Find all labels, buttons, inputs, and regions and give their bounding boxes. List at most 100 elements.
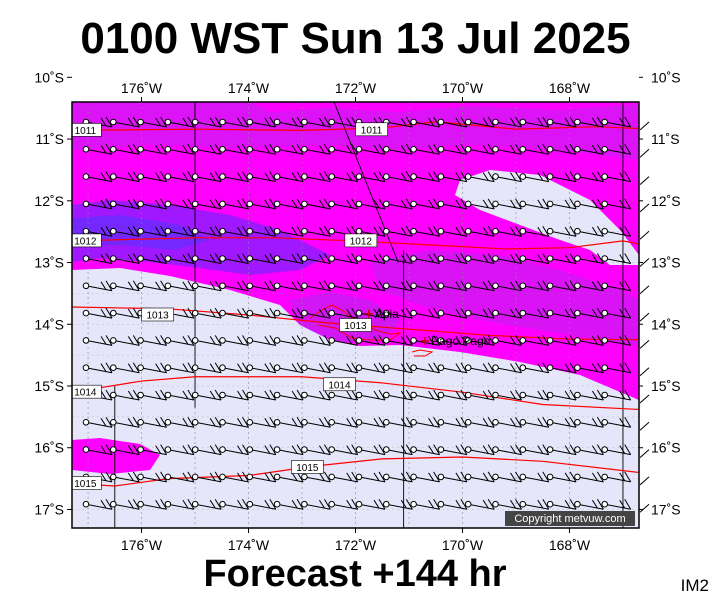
barb-station: [410, 146, 417, 153]
barb-feather: [619, 199, 626, 208]
barb-shaft: [468, 449, 495, 456]
barb-feather: [242, 225, 249, 237]
barb-feather: [537, 117, 544, 127]
barb-shaft: [468, 394, 495, 401]
barb-feather: [433, 307, 441, 319]
barb-feather: [237, 145, 243, 154]
barb-shaft: [440, 148, 467, 155]
barb-feather: [318, 336, 325, 345]
barb-shaft: [304, 285, 331, 292]
wind-barb: [383, 389, 413, 401]
barb-feather: [214, 144, 222, 155]
wind-barb: [437, 253, 468, 264]
barb-feather: [455, 336, 462, 345]
barb-feather: [482, 418, 489, 427]
wind-barb: [246, 471, 277, 483]
barb-feather: [242, 280, 249, 292]
barb-station: [273, 173, 281, 180]
barb-feather: [596, 498, 604, 510]
wind-barb: [383, 225, 413, 237]
wind-barb: [191, 307, 222, 319]
barb-station: [464, 337, 472, 344]
barb-feather: [237, 363, 243, 372]
barb-shaft: [167, 176, 194, 183]
barb-feather: [405, 335, 413, 346]
wind-barb: [519, 116, 550, 128]
wind-barb: [383, 335, 413, 346]
barb-shaft: [522, 339, 549, 346]
edge-wind-barb: [639, 340, 650, 349]
barb-shaft: [113, 176, 140, 183]
barb-shaft: [249, 339, 276, 346]
barb-shaft: [468, 285, 495, 292]
isobar-label-box: [323, 377, 356, 392]
barb-station: [437, 500, 445, 508]
barb-feather: [433, 144, 441, 155]
barb-station: [219, 364, 226, 372]
barb-shaft: [522, 258, 549, 264]
barb-shaft: [468, 258, 495, 264]
barb-shaft: [522, 312, 549, 319]
isobar-label-text: 1014: [74, 388, 97, 399]
barb-feather: [237, 418, 243, 427]
wind-barb: [383, 253, 413, 264]
barb-feather: [264, 336, 271, 345]
wind-barb: [492, 253, 522, 264]
barb-shaft: [604, 339, 631, 346]
barb-feather: [105, 335, 113, 346]
wind-barb: [82, 335, 113, 346]
barb-shaft: [304, 449, 331, 456]
barb-feather: [291, 117, 298, 127]
barb-shaft: [304, 503, 331, 510]
barb-feather: [127, 145, 134, 154]
barb-station: [519, 146, 527, 153]
wind-barb: [191, 498, 222, 510]
barb-station: [301, 282, 308, 290]
barb-station: [464, 364, 472, 372]
barb-feather: [214, 280, 222, 292]
wind-barb: [164, 198, 195, 210]
barb-feather: [542, 280, 550, 292]
barb-station: [328, 200, 336, 208]
wind-barb: [328, 171, 359, 183]
barb-feather: [591, 117, 598, 127]
barb-station: [519, 500, 527, 508]
barb-feather: [105, 253, 113, 264]
barb-feather: [596, 389, 604, 401]
barb-station: [574, 227, 581, 235]
barb-feather: [132, 116, 140, 128]
edge-wind-barb: [639, 121, 650, 131]
barb-feather: [482, 172, 489, 181]
wind-barb: [464, 198, 495, 210]
barb-station: [492, 146, 499, 153]
wind-barb: [164, 280, 195, 292]
edge-wind-barb: [639, 312, 650, 322]
barb-shaft: [140, 121, 167, 128]
barb-feather: [482, 145, 489, 154]
barb-shaft: [113, 203, 140, 210]
barb-feather: [596, 253, 604, 264]
barb-shaft: [358, 203, 386, 210]
barb-shaft: [495, 258, 522, 264]
wind-barb: [273, 307, 304, 319]
wind-barb: [328, 144, 359, 155]
barb-feather: [460, 144, 468, 155]
barb-feather: [209, 418, 216, 427]
barb-feather: [428, 472, 435, 481]
barb-feather: [428, 418, 435, 427]
barb-shaft: [413, 339, 440, 346]
barb-feather: [346, 336, 353, 345]
barb-feather: [155, 117, 162, 127]
wind-barb: [219, 498, 249, 510]
barb-feather: [160, 498, 168, 510]
barb-feather: [346, 445, 353, 454]
barb-feather: [209, 172, 216, 181]
edge-barb-shaft: [639, 421, 650, 431]
barb-feather: [323, 116, 331, 128]
barb-feather: [537, 472, 544, 481]
barb-station: [219, 200, 226, 208]
lat-tick-label-left: 10˚S: [34, 69, 64, 85]
barb-shaft: [577, 230, 604, 237]
wind-barb: [164, 335, 195, 346]
isobar-label-1015: 1015: [72, 476, 102, 490]
